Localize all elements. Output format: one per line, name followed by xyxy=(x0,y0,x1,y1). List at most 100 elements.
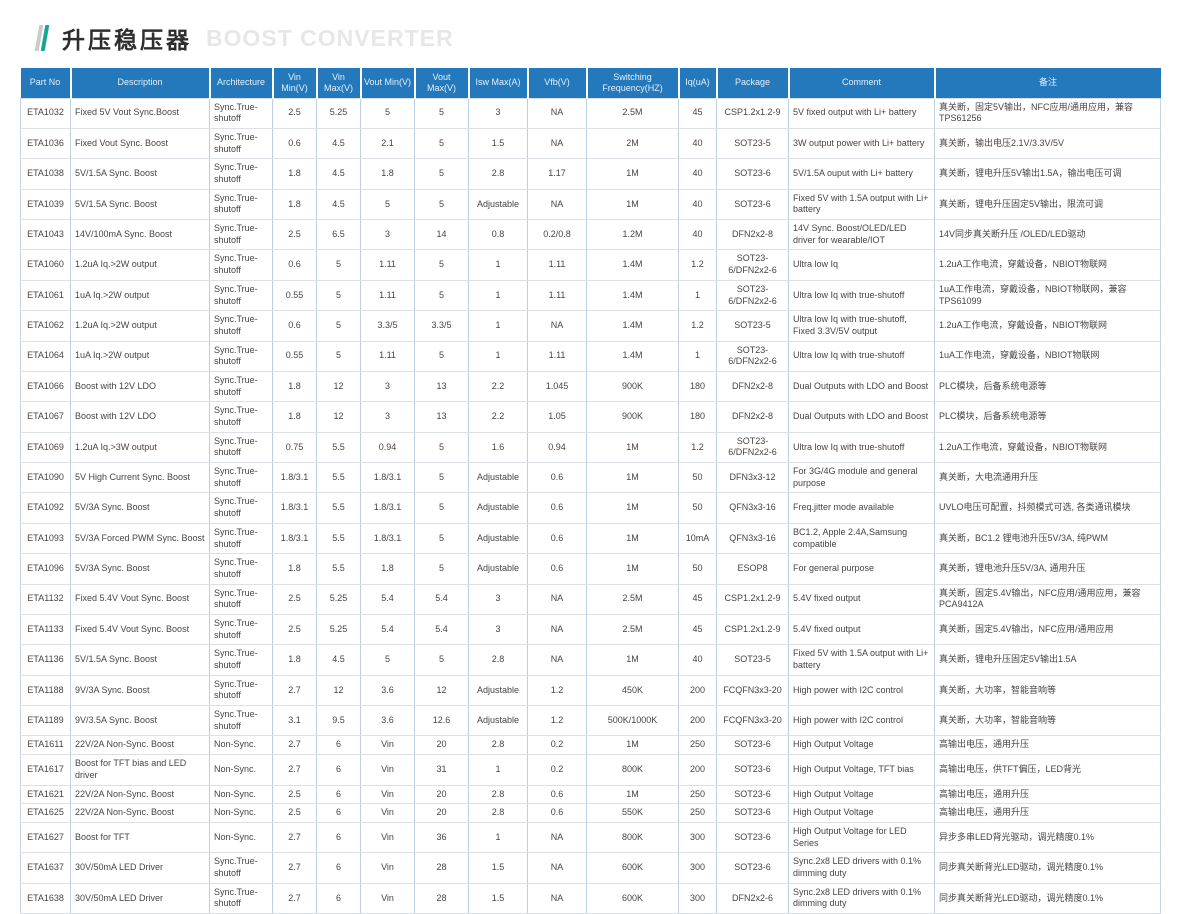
cell-switching_frequency: 1M xyxy=(586,492,679,524)
cell-vin_min: 2.5 xyxy=(272,803,317,823)
cell-part_no: ETA1090 xyxy=(20,462,71,494)
cell-vin_min: 0.6 xyxy=(272,127,317,160)
cell-comment: Sync.2x8 LED drivers with 0.1% dimming d… xyxy=(788,852,935,884)
table-row: ETA1638 30V/50mA LED Driver Sync.True-shut… xyxy=(20,882,1161,914)
cell-vfb: 1.11 xyxy=(527,249,587,281)
cell-description: Boost for TFT bias and LED driver xyxy=(70,754,210,786)
cell-vout_max: 20 xyxy=(414,735,469,756)
cell-vin_min: 1.8 xyxy=(272,553,317,585)
cell-vin_max: 6 xyxy=(316,882,361,914)
column-header-vin_max: Vin Max(V) xyxy=(316,68,362,99)
cell-package: CSP1.2x1.2-9 xyxy=(716,583,789,615)
cell-remark: 真关断，大功率，智能音响等 xyxy=(934,674,1161,707)
cell-iq: 45 xyxy=(678,583,717,615)
cell-part_no: ETA1133 xyxy=(20,613,71,646)
cell-vin_max: 6.5 xyxy=(316,219,361,251)
cell-part_no: ETA1627 xyxy=(20,821,71,854)
page-title-bar: 升压稳压器 BOOST CONVERTER xyxy=(34,22,1161,54)
cell-vin_min: 1.8 xyxy=(272,644,317,676)
cell-iq: 1.2 xyxy=(678,310,717,342)
cell-remark: 1.2uA工作电流，穿戴设备，NBIOT物联网 xyxy=(934,431,1161,464)
cell-vout_max: 3.3/5 xyxy=(414,310,469,342)
cell-architecture: Sync.True-shutoff xyxy=(209,401,273,433)
cell-vin_min: 2.7 xyxy=(272,882,317,914)
cell-isw_max: 1 xyxy=(468,279,528,312)
cell-vin_max: 5.5 xyxy=(316,431,361,464)
cell-architecture: Sync.True-shutoff xyxy=(209,127,273,160)
cell-vout_min: 5 xyxy=(360,644,415,676)
cell-vout_max: 5 xyxy=(414,522,469,555)
cell-comment: High Output Voltage, TFT bias xyxy=(788,754,935,786)
cell-remark: 真关断，固定5.4V输出，NFC应用/通用应用，兼容PCA9412A xyxy=(934,583,1161,615)
cell-description: 1uA Iq.>2W output xyxy=(70,279,210,312)
cell-vout_min: 3.6 xyxy=(360,705,415,737)
column-header-vout_min: Vout Min(V) xyxy=(360,68,416,99)
cell-vin_max: 5 xyxy=(316,249,361,281)
cell-remark: 真关断，锂电池升压5V/3A, 通用升压 xyxy=(934,553,1161,585)
cell-vout_min: Vin xyxy=(360,852,415,884)
table-row: ETA1611 22V/2A Non-Sync. Boost Non-Sync. 2.… xyxy=(20,735,1161,756)
cell-part_no: ETA1637 xyxy=(20,852,71,884)
cell-package: SOT23-6 xyxy=(716,158,789,190)
cell-iq: 250 xyxy=(678,803,717,823)
cell-vout_min: 5.4 xyxy=(360,583,415,615)
cell-remark: 14V同步真关断升压 /OLED/LED驱动 xyxy=(934,219,1161,251)
cell-switching_frequency: 2.5M xyxy=(586,613,679,646)
cell-description: 1.2uA Iq.>2W output xyxy=(70,310,210,342)
cell-description: 9V/3A Sync. Boost xyxy=(70,674,210,707)
cell-architecture: Non-Sync. xyxy=(209,754,273,786)
table-row: ETA1038 5V/1.5A Sync. Boost Sync.True-shut… xyxy=(20,158,1161,190)
table-row: ETA1039 5V/1.5A Sync. Boost Sync.True-shut… xyxy=(20,188,1161,221)
cell-vin_max: 6 xyxy=(316,784,361,805)
table-row: ETA1092 5V/3A Sync. Boost Sync.True-shutof… xyxy=(20,492,1161,524)
cell-vfb: 0.6 xyxy=(527,462,587,494)
cell-vout_max: 5 xyxy=(414,644,469,676)
cell-comment: Dual Outputs with LDO and Boost xyxy=(788,370,935,403)
cell-description: 5V/3A Forced PWM Sync. Boost xyxy=(70,522,210,555)
cell-package: DFN2x2-6 xyxy=(716,882,789,914)
cell-switching_frequency: 1.4M xyxy=(586,279,679,312)
cell-vfb: 1.05 xyxy=(527,401,587,433)
cell-description: 5V High Current Sync. Boost xyxy=(70,462,210,494)
cell-comment: Ultra low Iq xyxy=(788,249,935,281)
cell-vin_max: 5.5 xyxy=(316,553,361,585)
cell-iq: 1.2 xyxy=(678,249,717,281)
cell-remark: 真关断，固定5V输出，NFC应用/通用应用，兼容TPS61256 xyxy=(934,97,1161,129)
cell-vfb: NA xyxy=(527,882,587,914)
cell-vfb: 0.2 xyxy=(527,754,587,786)
table-row: ETA1136 5V/1.5A Sync. Boost Sync.True-shut… xyxy=(20,644,1161,676)
cell-part_no: ETA1067 xyxy=(20,401,71,433)
cell-vin_min: 2.7 xyxy=(272,754,317,786)
cell-isw_max: 2.8 xyxy=(468,735,528,756)
cell-switching_frequency: 1M xyxy=(586,522,679,555)
column-header-description: Description xyxy=(70,68,211,99)
cell-vfb: NA xyxy=(527,188,587,221)
cell-isw_max: Adjustable xyxy=(468,522,528,555)
cell-switching_frequency: 1M xyxy=(586,644,679,676)
cell-vout_min: 3 xyxy=(360,370,415,403)
cell-part_no: ETA1066 xyxy=(20,370,71,403)
table-header-row: Part No Description Architecture Vin Min(V)… xyxy=(20,68,1161,99)
cell-vin_max: 5.5 xyxy=(316,492,361,524)
cell-remark: PLC模块，后备系统电源等 xyxy=(934,401,1161,433)
cell-vout_min: 3.3/5 xyxy=(360,310,415,342)
cell-description: Boost with 12V LDO xyxy=(70,370,210,403)
cell-architecture: Sync.True-shutoff xyxy=(209,158,273,190)
column-header-isw_max: Isw Max(A) xyxy=(468,68,529,99)
cell-package: SOT23-6/DFN2x2-6 xyxy=(716,431,789,464)
cell-iq: 180 xyxy=(678,370,717,403)
cell-iq: 250 xyxy=(678,735,717,756)
cell-vout_max: 20 xyxy=(414,803,469,823)
cell-vfb: 0.2/0.8 xyxy=(527,219,587,251)
cell-vfb: 1.2 xyxy=(527,674,587,707)
cell-vout_min: 1.8/3.1 xyxy=(360,462,415,494)
cell-comment: 5.4V fixed output xyxy=(788,583,935,615)
cell-description: 5V/1.5A Sync. Boost xyxy=(70,644,210,676)
cell-vin_max: 6 xyxy=(316,735,361,756)
cell-description: 22V/2A Non-Sync. Boost xyxy=(70,735,210,756)
cell-remark: 高输出电压，通用升压 xyxy=(934,784,1161,805)
table-row: ETA1067 Boost with 12V LDO Sync.True-shuto… xyxy=(20,401,1161,433)
cell-architecture: Non-Sync. xyxy=(209,784,273,805)
cell-vin_max: 12 xyxy=(316,401,361,433)
cell-iq: 180 xyxy=(678,401,717,433)
